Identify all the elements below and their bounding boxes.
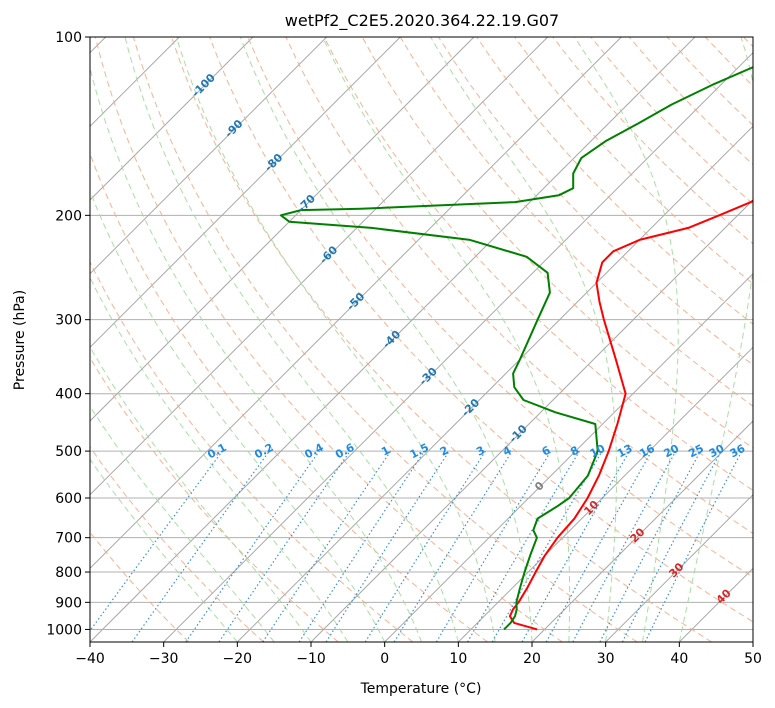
axes-frame [89, 36, 754, 643]
isotherm-line [90, 37, 328, 275]
x-axis-label: Temperature (°C) [360, 681, 482, 697]
mixing-ratio-line [644, 450, 743, 642]
moist-adiabat-line [239, 37, 533, 642]
isotherm-line [90, 37, 622, 570]
mixing-ratio-line [185, 450, 320, 642]
x-tick-label: 30 [597, 651, 615, 667]
mixing-ratio-label: 30 [707, 442, 727, 461]
mixing-ratio-label: 36 [728, 442, 748, 461]
x-tick-label: 20 [523, 651, 541, 667]
x-tick-label: −10 [296, 651, 326, 667]
x-tick-label: −30 [149, 651, 179, 667]
dry-adiabat-line [476, 37, 753, 325]
mixing-ratio-line [90, 450, 223, 632]
dry-adiabat-line [247, 37, 753, 578]
mixing-ratio-lines [90, 450, 743, 642]
moist-adiabat-line [175, 37, 496, 642]
mixing-ratio-label: 20 [662, 442, 682, 461]
isotherm-line [90, 37, 254, 201]
dry-adiabat-line [285, 37, 753, 535]
dry-adiabat-line [514, 37, 753, 285]
isotherm-line [163, 51, 753, 642]
isotherm-line [90, 37, 401, 349]
moist-adiabat-line [90, 405, 275, 642]
mixing-ratio-line [393, 450, 513, 642]
isotherm-line [605, 493, 753, 642]
y-tick-label: 400 [55, 387, 82, 403]
mixing-ratio-line [572, 450, 677, 642]
mixing-ratio-line [298, 450, 425, 642]
y-tick-label: 300 [55, 313, 82, 329]
moist-adiabat-line [430, 37, 617, 642]
dry-adiabat-line [209, 37, 753, 623]
mixing-ratio-label: 25 [686, 442, 706, 461]
moist-adiabat-line [90, 276, 349, 642]
x-tick-label: 0 [380, 651, 389, 667]
dry-adiabat-line [90, 356, 339, 642]
isotherm-line [531, 420, 753, 642]
moist-adiabat-line [124, 37, 459, 642]
dry-adiabat-line [171, 37, 712, 642]
moist-adiabat-line [90, 65, 422, 642]
moist-adiabat-line [90, 345, 312, 642]
isotherm-line [457, 346, 753, 642]
moist-adiabat-line [90, 189, 386, 642]
x-tick-label: 40 [670, 651, 688, 667]
y-tick-label: 500 [55, 444, 82, 460]
y-tick-label: 100 [55, 30, 82, 46]
x-tick-label: −20 [223, 651, 253, 667]
moist-adiabat-line [322, 37, 571, 642]
moist-adiabat-line [678, 37, 753, 642]
plot-area: 0.1 0.2 0.4 0.6 1 1.5 2 3 4 6 8 10 13 16 20 25 30 36-100-… [90, 37, 753, 642]
mixing-ratio-line [218, 450, 351, 642]
profile-series [279, 66, 753, 631]
isotherm-line [90, 37, 475, 422]
mixing-ratio-line [131, 450, 270, 642]
chart-title: wetPf2_C2E5.2020.364.22.19.G07 [285, 11, 559, 31]
y-tick-label: 200 [55, 208, 82, 224]
isotherm-line [236, 125, 753, 642]
dry-adiabat-line [132, 37, 638, 642]
dry-adiabat-line [94, 37, 563, 642]
moist-adiabat-line [574, 37, 679, 642]
mixing-ratio-line [262, 450, 392, 642]
y-axis: 100 200 300 400 500 600 700 800 900 1000 [46, 30, 90, 638]
mixing-ratio-label: 10 [588, 442, 608, 461]
x-tick-label: 50 [744, 651, 762, 667]
mixing-ratio-label: 13 [615, 442, 635, 461]
dry-adiabat-line [323, 37, 753, 491]
moist-adiabat-lines [90, 37, 753, 642]
dry-adiabat-lines [90, 37, 753, 642]
isotherm-line [90, 37, 549, 496]
mixing-ratio-line [545, 450, 653, 642]
dry-adiabat-line [90, 446, 264, 642]
mixing-ratio-label: 16 [637, 442, 657, 461]
y-tick-label: 900 [55, 595, 82, 611]
mixing-ratio-line [325, 450, 450, 642]
y-tick-label: 600 [55, 491, 82, 507]
x-tick-label: −40 [75, 651, 105, 667]
temperature-profile-line [508, 199, 753, 631]
y-tick-label: 1000 [46, 622, 82, 638]
moist-adiabat-line [90, 458, 238, 642]
isotherm-line [384, 272, 753, 642]
dewpoint-profile-line [279, 66, 753, 631]
y-axis-label: Pressure (hPa) [12, 290, 28, 390]
y-tick-label: 700 [55, 531, 82, 547]
y-tick-label: 800 [55, 565, 82, 581]
dry-adiabat-line [90, 260, 414, 642]
x-axis: −40 −30 −20 −10 0 10 20 30 40 50 [75, 642, 762, 667]
mixing-ratio-line [521, 450, 631, 642]
x-tick-label: 10 [449, 651, 467, 667]
